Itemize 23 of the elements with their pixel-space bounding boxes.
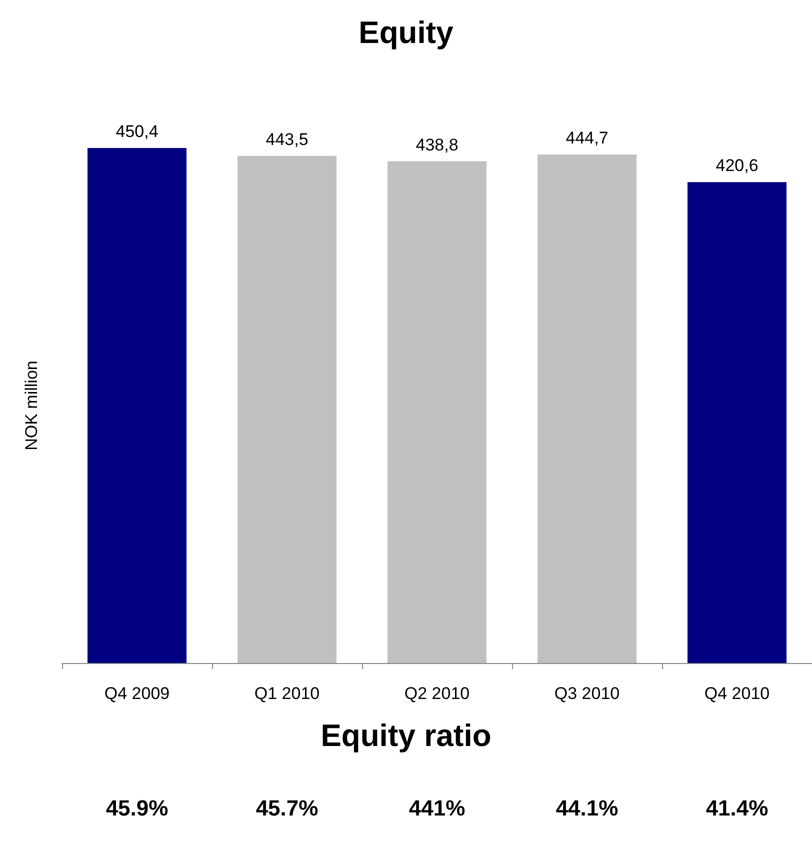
text: 45.9% bbox=[106, 796, 168, 820]
text: 44.1% bbox=[556, 796, 618, 820]
y-axis-title: NOK million bbox=[22, 360, 41, 450]
x-tick-label: Q4 2010 bbox=[704, 684, 770, 703]
x-tick-label: Q2 2010 bbox=[404, 684, 470, 703]
bar bbox=[538, 154, 636, 663]
data-label: 450,4 bbox=[116, 122, 158, 141]
chart-title: Equity bbox=[358, 15, 454, 50]
x-tick-label: Q4 2009 bbox=[104, 684, 170, 703]
bar bbox=[688, 182, 786, 663]
x-tick-label: Q3 2010 bbox=[554, 684, 620, 703]
data-label: 420,6 bbox=[716, 156, 758, 176]
text: 45.7% bbox=[256, 796, 318, 820]
bar bbox=[88, 148, 186, 663]
data-label: 443,5 bbox=[266, 130, 308, 149]
text: Equity ratio bbox=[320, 718, 492, 753]
text: 441% bbox=[408, 796, 466, 820]
bar bbox=[238, 156, 336, 663]
data-label: 438,8 bbox=[416, 135, 458, 154]
bar bbox=[388, 161, 486, 663]
data-label: 444,7 bbox=[566, 128, 608, 148]
x-tick-label: Q1 2010 bbox=[254, 684, 320, 703]
text: 41.4% bbox=[706, 796, 768, 820]
